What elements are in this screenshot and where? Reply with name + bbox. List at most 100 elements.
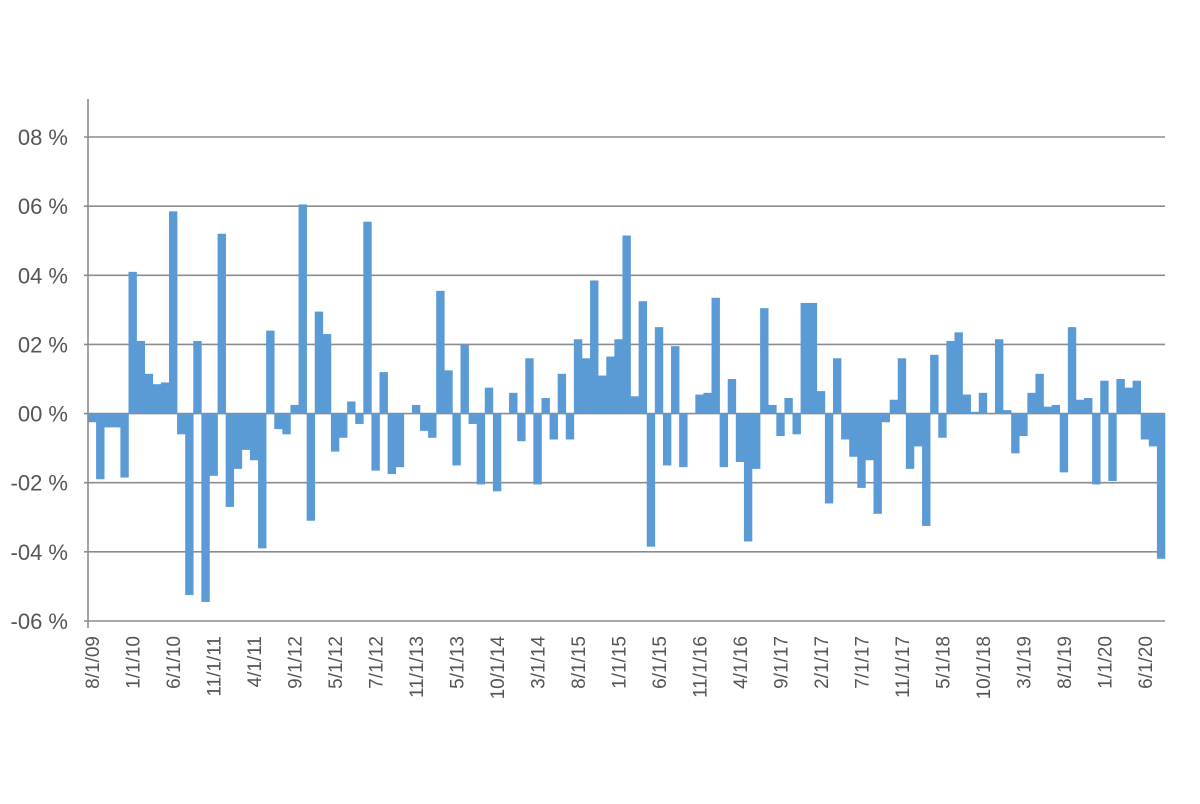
bar [1116,379,1125,414]
bar [225,413,235,507]
bar [954,332,963,414]
bar [444,370,453,414]
x-tick-label: 10/1/18 [974,636,995,699]
bar [841,413,850,440]
bar [298,204,307,414]
bar [711,297,720,414]
bar [1075,399,1085,414]
x-tick-label: 2/1/17 [812,636,833,689]
bar [905,413,915,469]
bar [1108,413,1117,481]
x-tick-label: 11/1/17 [893,636,914,698]
bar [743,413,753,542]
bar [152,384,162,414]
x-tick-label: 10/1/14 [488,636,509,700]
bar [727,379,737,414]
bar [104,413,113,428]
bar [339,413,348,438]
x-tick-label: 8/1/19 [1055,636,1076,689]
bar [274,413,283,430]
bar [177,413,186,435]
y-tick-label: -02 % [11,471,68,496]
bar [930,354,939,414]
bar [355,413,364,424]
bar [557,373,567,414]
bar [484,387,494,414]
bar [241,413,251,450]
bar [290,404,299,414]
x-tick-labels: 8/1/09 1/1/10 6/1/10 11/1/11 4/1/11 9/1/12 5/1… [83,636,1157,700]
bar [1140,413,1150,440]
bar [832,358,842,414]
bar [160,382,170,414]
bar [468,413,477,424]
bar [128,271,137,414]
bar [1156,413,1166,559]
bar [1059,413,1069,473]
bar [913,413,923,447]
bar [889,399,899,414]
bar [209,413,218,476]
y-tick-labels: 08 % 06 % 04 % 02 % 00 % -02 % -04 % -06 % [11,125,68,634]
x-tick-label: 7/1/17 [852,636,873,689]
x-tick-label: 1/1/15 [609,636,630,689]
bar [1035,373,1044,414]
x-tick-label: 3/1/19 [1014,636,1035,689]
x-tick-label: 7/1/12 [367,636,388,689]
bar [509,392,518,414]
x-tick-label: 8/1/09 [83,636,104,689]
bars [88,204,1166,602]
bar [768,404,777,414]
bar [1084,398,1093,414]
bar [1051,404,1061,414]
bar [573,339,583,414]
bar [695,394,704,414]
bar [881,413,890,423]
bar [371,413,380,471]
bar [581,358,591,414]
bar [517,413,526,442]
bar [719,413,729,468]
x-tick-label: 5/1/13 [447,636,468,689]
bar [144,373,154,414]
bar [533,413,542,485]
x-tick-label: 4/1/16 [731,636,752,689]
bar [598,375,607,414]
bar [306,413,316,521]
bar [96,413,105,480]
bar [606,356,615,414]
bar [630,396,639,414]
bar [638,301,648,414]
bar [622,235,631,414]
bar [938,413,947,438]
bar [849,413,858,457]
x-tick-label: 1/1/20 [1095,636,1116,689]
x-tick-label: 5/1/18 [933,636,954,689]
bar [347,401,356,414]
bar [282,413,291,435]
bar [735,413,745,462]
bar [662,413,672,466]
x-tick-label: 4/1/11 [245,636,266,687]
bar [136,340,145,414]
bar [249,413,259,461]
bar [800,302,809,414]
bar [978,392,988,414]
x-tick-label: 6/1/15 [650,636,671,689]
bar [476,413,486,485]
bar [590,280,599,414]
bar [671,346,680,414]
bar [1100,380,1109,414]
y-tick-label: 06 % [18,194,68,219]
y-tick-label: 04 % [18,263,68,288]
bar [646,413,656,547]
bar [452,413,461,466]
bar [525,358,534,414]
y-tick-label: -06 % [11,609,68,634]
bar [1027,392,1036,414]
bar [217,233,226,414]
bar [654,327,664,414]
bar [387,413,397,475]
bar [460,344,469,414]
bar [168,211,178,414]
